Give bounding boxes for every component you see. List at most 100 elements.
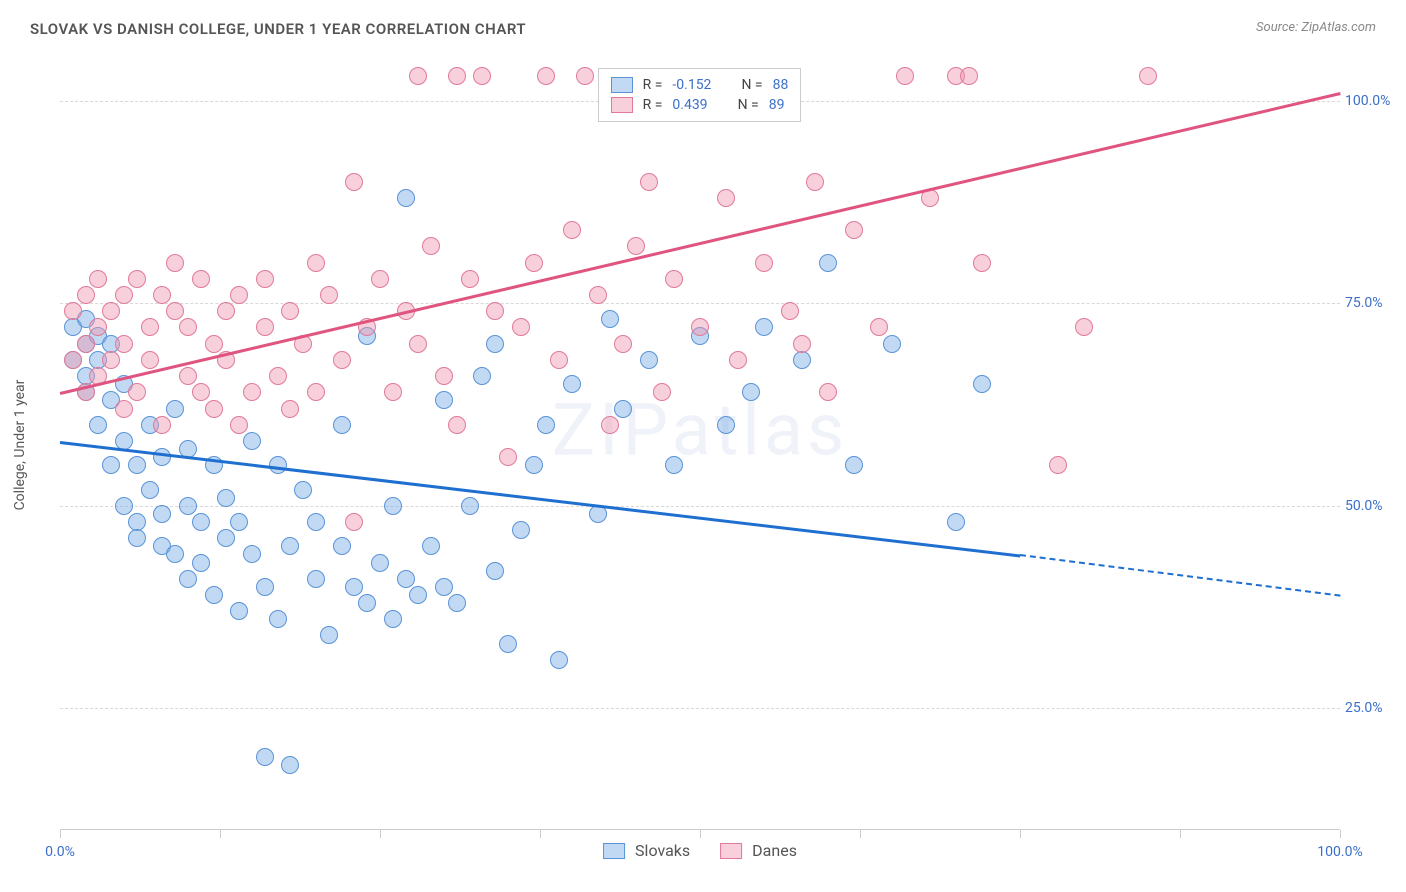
- scatter-point-danes: [870, 318, 888, 336]
- scatter-point-slovaks: [230, 513, 248, 531]
- scatter-point-danes: [781, 302, 799, 320]
- scatter-point-slovaks: [269, 610, 287, 628]
- scatter-point-danes: [973, 254, 991, 272]
- scatter-point-danes: [345, 173, 363, 191]
- scatter-point-slovaks: [307, 513, 325, 531]
- y-tick-label: 25.0%: [1345, 700, 1400, 716]
- x-tick: [700, 830, 701, 838]
- x-tick: [1020, 830, 1021, 838]
- scatter-point-slovaks: [947, 513, 965, 531]
- scatter-point-slovaks: [179, 497, 197, 515]
- scatter-point-slovaks: [640, 351, 658, 369]
- scatter-point-slovaks: [128, 529, 146, 547]
- scatter-point-danes: [115, 335, 133, 353]
- scatter-point-danes: [819, 383, 837, 401]
- scatter-point-danes: [627, 237, 645, 255]
- legend-swatch: [611, 97, 633, 113]
- scatter-point-danes: [307, 254, 325, 272]
- scatter-point-danes: [550, 351, 568, 369]
- scatter-point-slovaks: [435, 578, 453, 596]
- scatter-point-danes: [665, 270, 683, 288]
- x-tick-label: 0.0%: [45, 844, 75, 860]
- scatter-point-danes: [205, 400, 223, 418]
- scatter-point-slovaks: [537, 416, 555, 434]
- scatter-point-danes: [755, 254, 773, 272]
- scatter-point-danes: [691, 318, 709, 336]
- x-tick: [60, 830, 61, 838]
- scatter-point-danes: [1049, 456, 1067, 474]
- scatter-point-slovaks: [333, 416, 351, 434]
- x-tick-label: 100.0%: [1317, 844, 1362, 860]
- scatter-point-danes: [115, 286, 133, 304]
- scatter-point-danes: [281, 302, 299, 320]
- x-tick: [1340, 830, 1341, 838]
- series-legend-item: Danes: [720, 839, 797, 862]
- scatter-point-danes: [179, 367, 197, 385]
- scatter-point-slovaks: [243, 545, 261, 563]
- scatter-point-danes: [281, 400, 299, 418]
- legend-r-value: 0.439: [672, 97, 707, 113]
- scatter-point-slovaks: [499, 635, 517, 653]
- scatter-point-danes: [64, 302, 82, 320]
- scatter-point-danes: [333, 351, 351, 369]
- scatter-point-danes: [192, 270, 210, 288]
- scatter-point-danes: [473, 67, 491, 85]
- scatter-point-danes: [589, 286, 607, 304]
- legend-n-value: 88: [773, 77, 789, 93]
- trend-line-extrapolated: [1020, 554, 1340, 597]
- scatter-point-danes: [499, 448, 517, 466]
- scatter-point-danes: [461, 270, 479, 288]
- legend-n-label: N =: [741, 77, 762, 93]
- source-attribution: Source: ZipAtlas.com: [1256, 20, 1376, 35]
- scatter-point-danes: [409, 335, 427, 353]
- scatter-point-danes: [256, 318, 274, 336]
- scatter-point-slovaks: [281, 756, 299, 774]
- scatter-point-danes: [243, 383, 261, 401]
- scatter-point-slovaks: [435, 391, 453, 409]
- scatter-point-danes: [653, 383, 671, 401]
- scatter-point-danes: [576, 67, 594, 85]
- scatter-point-danes: [409, 67, 427, 85]
- scatter-point-danes: [115, 400, 133, 418]
- y-tick-label: 75.0%: [1345, 295, 1400, 311]
- legend-row: R = -0.152N = 88: [611, 75, 789, 95]
- scatter-point-slovaks: [448, 594, 466, 612]
- legend-swatch: [611, 77, 633, 93]
- scatter-point-danes: [422, 237, 440, 255]
- trend-line: [60, 92, 1341, 394]
- scatter-point-slovaks: [320, 626, 338, 644]
- scatter-point-danes: [89, 270, 107, 288]
- scatter-point-danes: [307, 383, 325, 401]
- scatter-point-slovaks: [345, 578, 363, 596]
- scatter-point-slovaks: [486, 562, 504, 580]
- scatter-point-slovaks: [230, 602, 248, 620]
- scatter-point-slovaks: [192, 513, 210, 531]
- scatter-point-danes: [269, 367, 287, 385]
- scatter-point-slovaks: [473, 367, 491, 385]
- scatter-point-slovaks: [371, 554, 389, 572]
- legend-r-label: R =: [643, 77, 663, 93]
- scatter-point-danes: [256, 270, 274, 288]
- scatter-point-danes: [845, 221, 863, 239]
- scatter-point-slovaks: [563, 375, 581, 393]
- scatter-point-danes: [512, 318, 530, 336]
- scatter-point-slovaks: [358, 594, 376, 612]
- scatter-point-slovaks: [793, 351, 811, 369]
- scatter-point-danes: [153, 416, 171, 434]
- scatter-point-danes: [153, 286, 171, 304]
- scatter-point-danes: [128, 383, 146, 401]
- legend-r-label: R =: [643, 97, 663, 113]
- scatter-point-slovaks: [384, 497, 402, 515]
- scatter-point-slovaks: [614, 400, 632, 418]
- scatter-point-danes: [640, 173, 658, 191]
- scatter-point-slovaks: [601, 310, 619, 328]
- scatter-point-danes: [89, 318, 107, 336]
- x-tick: [380, 830, 381, 838]
- scatter-point-slovaks: [166, 545, 184, 563]
- gridline: [60, 303, 1340, 304]
- scatter-point-danes: [486, 302, 504, 320]
- scatter-point-danes: [230, 416, 248, 434]
- scatter-point-slovaks: [153, 505, 171, 523]
- scatter-point-danes: [729, 351, 747, 369]
- scatter-point-danes: [1075, 318, 1093, 336]
